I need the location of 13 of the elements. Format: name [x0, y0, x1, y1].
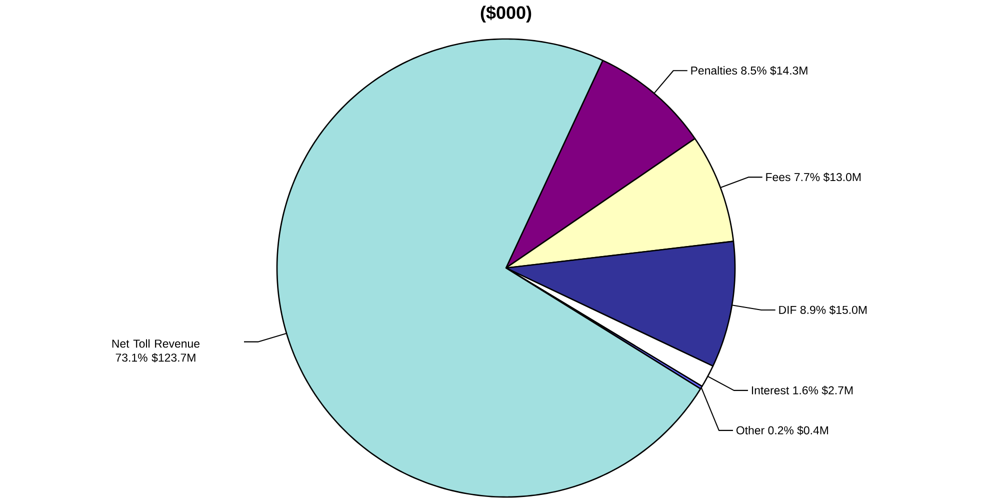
slice-label: DIF [779, 306, 796, 314]
slice-label: Fees [766, 173, 790, 182]
data-label: 8.5% $14.3M [741, 66, 808, 76]
data-label: 0.2% $0.4M [768, 426, 828, 436]
data-label: 7.7% $13.0M [794, 172, 861, 182]
slice-label: Other [736, 426, 764, 434]
slice-label: Net Toll Revenue [112, 339, 200, 348]
data-label: 1.6% $2.7M [793, 386, 853, 396]
chart-title: ($000) [480, 5, 532, 23]
slice-label: Penalties [691, 66, 738, 75]
slice-label: Interest [752, 386, 790, 394]
data-label: 8.9% $15.0M [800, 305, 867, 315]
data-label: 73.1% $123.7M [116, 353, 196, 362]
